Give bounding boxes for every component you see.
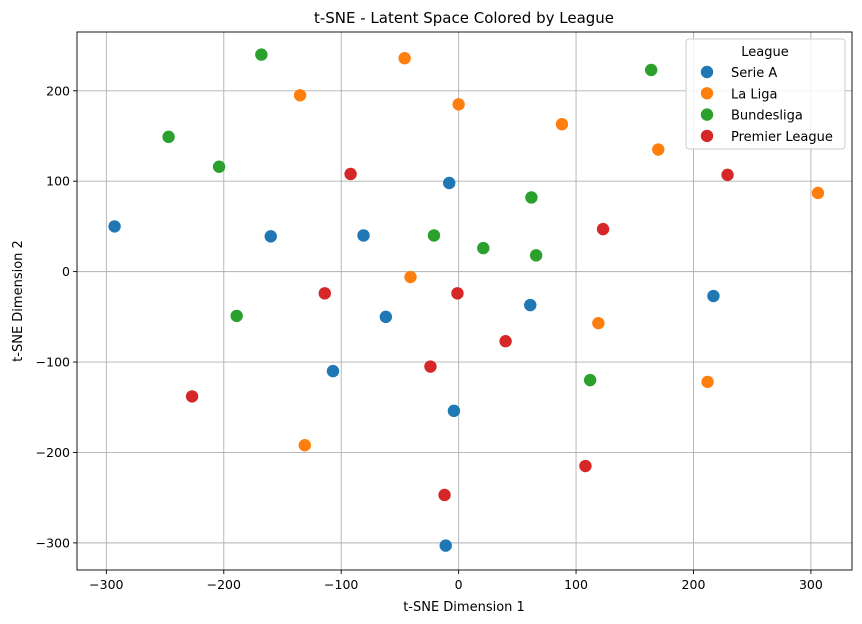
data-point-la-liga bbox=[404, 270, 417, 284]
legend-label-premier-league: Premier League bbox=[731, 130, 833, 145]
data-point-premier-league bbox=[344, 167, 357, 181]
data-point-bundesliga bbox=[230, 309, 243, 323]
data-point-serie-a bbox=[447, 404, 461, 418]
y-tick-label: −100 bbox=[36, 355, 70, 370]
x-tick-label: 200 bbox=[682, 577, 706, 592]
data-point-premier-league bbox=[438, 488, 451, 502]
y-tick-label: −200 bbox=[36, 445, 70, 460]
data-point-bundesliga bbox=[529, 249, 543, 262]
data-point-la-liga bbox=[298, 439, 312, 452]
data-points bbox=[108, 48, 825, 552]
x-axis-label: t-SNE Dimension 1 bbox=[403, 600, 525, 615]
x-tick-label: 0 bbox=[455, 577, 463, 592]
legend-label-bundesliga: Bundesliga bbox=[731, 109, 803, 124]
data-point-premier-league bbox=[579, 459, 592, 473]
data-point-premier-league bbox=[596, 222, 610, 236]
y-tick-label: 0 bbox=[62, 264, 70, 279]
data-point-la-liga bbox=[293, 89, 307, 102]
data-point-premier-league bbox=[499, 335, 512, 348]
legend-marker-bundesliga bbox=[700, 108, 714, 121]
data-point-bundesliga bbox=[427, 229, 441, 242]
data-point-premier-league bbox=[721, 168, 734, 182]
legend: League Serie A La Liga Bundesliga Premier L… bbox=[685, 38, 846, 150]
x-tick-label: −300 bbox=[89, 577, 123, 592]
y-tick-label: −300 bbox=[36, 535, 70, 550]
y-tick-label: 100 bbox=[46, 174, 70, 189]
legend-marker-serie-a bbox=[700, 65, 714, 79]
legend-marker-la-liga bbox=[700, 87, 714, 100]
data-point-serie-a bbox=[357, 229, 370, 242]
data-point-serie-a bbox=[524, 298, 537, 312]
data-point-la-liga bbox=[398, 52, 411, 65]
data-point-la-liga bbox=[592, 316, 605, 330]
y-axis-label: t-SNE Dimension 2 bbox=[11, 240, 26, 362]
legend-title: League bbox=[741, 45, 788, 60]
data-point-serie-a bbox=[443, 176, 456, 190]
x-tick-label: −200 bbox=[207, 577, 241, 592]
data-point-bundesliga bbox=[162, 130, 175, 144]
data-point-serie-a bbox=[707, 289, 720, 303]
x-tick-label: 300 bbox=[799, 577, 823, 592]
data-point-serie-a bbox=[108, 220, 121, 233]
data-point-la-liga bbox=[811, 186, 825, 200]
legend-marker-premier-league bbox=[700, 129, 714, 143]
legend-frame bbox=[685, 38, 846, 150]
data-point-bundesliga bbox=[525, 191, 538, 204]
chart-title: t-SNE - Latent Space Colored by League bbox=[314, 9, 614, 27]
data-point-la-liga bbox=[452, 98, 465, 111]
data-point-serie-a bbox=[264, 230, 277, 243]
x-tick-label: 100 bbox=[564, 577, 588, 592]
data-point-la-liga bbox=[652, 143, 665, 156]
data-point-bundesliga bbox=[477, 241, 490, 255]
x-tick-label: −100 bbox=[324, 577, 358, 592]
plot-frame bbox=[76, 31, 853, 571]
legend-label-la-liga: La Liga bbox=[731, 87, 777, 102]
legend-label-serie-a: Serie A bbox=[731, 66, 777, 81]
y-tick-label: 200 bbox=[46, 83, 70, 98]
data-point-la-liga bbox=[555, 118, 569, 131]
data-point-bundesliga bbox=[583, 373, 597, 387]
data-point-bundesliga bbox=[255, 48, 268, 61]
data-point-bundesliga bbox=[212, 160, 226, 173]
data-point-premier-league bbox=[424, 360, 437, 373]
data-point-serie-a bbox=[439, 539, 452, 552]
data-point-premier-league bbox=[318, 287, 331, 300]
data-point-premier-league bbox=[451, 287, 464, 300]
data-point-premier-league bbox=[185, 390, 199, 403]
data-point-bundesliga bbox=[645, 63, 658, 77]
axis-ticks: −300 −200 −100 0 100 200 300 −300 −200 −100 0 100 20… bbox=[36, 83, 823, 592]
data-point-la-liga bbox=[701, 375, 714, 389]
data-point-serie-a bbox=[379, 310, 393, 324]
data-point-serie-a bbox=[326, 364, 340, 378]
